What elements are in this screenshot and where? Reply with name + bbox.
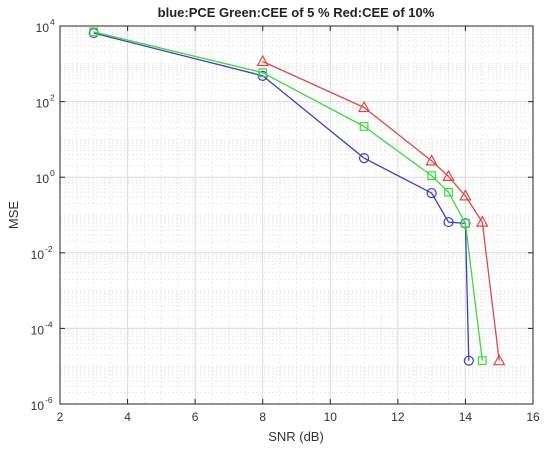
data-point-square xyxy=(427,171,437,181)
y-tick-label-base: 10 xyxy=(36,21,50,35)
data-point-square xyxy=(461,218,470,228)
data-point-circle xyxy=(257,70,268,81)
y-tick-label-exponent: 0 xyxy=(50,168,55,178)
series-line xyxy=(93,31,483,361)
y-tick-label-exponent: -6 xyxy=(45,395,53,405)
y-tick-label-base: 10 xyxy=(31,399,45,413)
data-point-square xyxy=(258,68,268,78)
y-tick-label: 10 -4 xyxy=(31,319,53,337)
x-tick-label: 16 xyxy=(526,410,540,424)
data-point-triangle xyxy=(459,189,472,201)
series-3 xyxy=(256,54,506,366)
y-tick-label-base: 10 xyxy=(36,172,50,186)
y-tick-label-base: 10 xyxy=(31,323,45,337)
y-tick-label-base: 10 xyxy=(31,248,45,262)
plot-frame xyxy=(59,25,534,405)
x-tick-label: 10 xyxy=(324,410,338,424)
data-point-circle xyxy=(463,355,474,366)
data-point-triangle xyxy=(442,169,455,181)
x-tick-label: 12 xyxy=(391,410,405,424)
data-point-triangle xyxy=(476,215,489,227)
x-tick-label: 2 xyxy=(57,410,64,424)
data-point-circle xyxy=(443,216,454,228)
chart-title: blue:PCE Green:CEE of 5 % Red:CEE of 10% xyxy=(158,5,435,20)
x-tick-label: 4 xyxy=(124,410,131,424)
y-tick-label: 10 0 xyxy=(36,168,55,186)
y-tick-label: 10 -2 xyxy=(31,244,53,262)
data-point-triangle xyxy=(492,353,506,366)
y-tick-label-exponent: 4 xyxy=(50,17,55,27)
series-2 xyxy=(89,27,487,366)
y-tick-label-exponent: 2 xyxy=(50,93,55,103)
data-point-square xyxy=(89,27,99,37)
y-tick-label: 10 4 xyxy=(36,17,55,35)
data-point-circle xyxy=(426,187,437,199)
data-point-square xyxy=(359,122,369,131)
data-point-square xyxy=(477,356,487,366)
series-line xyxy=(262,60,500,361)
x-axis-label: SNR (dB) xyxy=(268,429,324,444)
data-point-circle xyxy=(358,153,370,164)
y-tick-label-base: 10 xyxy=(36,97,50,111)
x-tick-label: 6 xyxy=(192,410,199,424)
y-tick-label: 10 -6 xyxy=(31,395,53,413)
data-point-triangle xyxy=(256,54,269,67)
y-tick-label-exponent: -4 xyxy=(45,319,53,329)
y-tick-label: 10 2 xyxy=(36,93,55,111)
x-tick-label: 14 xyxy=(459,410,473,424)
data-point-square xyxy=(444,187,453,197)
y-axis-label: MSE xyxy=(6,201,21,230)
series-group xyxy=(88,27,506,366)
y-tick-label-exponent: -2 xyxy=(45,244,53,254)
data-point-triangle xyxy=(357,100,371,113)
data-point-triangle xyxy=(425,154,438,166)
x-tick-label: 8 xyxy=(259,410,266,424)
